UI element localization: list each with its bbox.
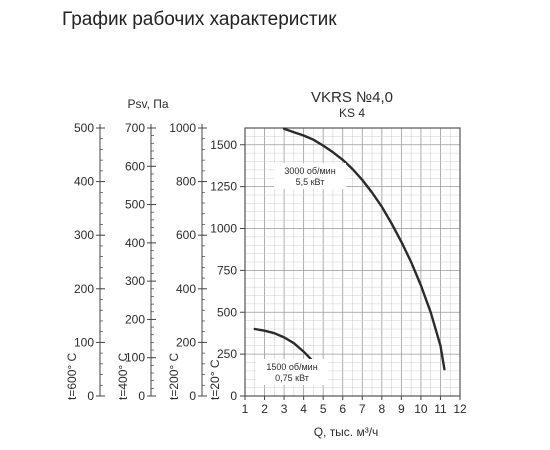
aux-axis-tick-label: 0 [138,389,145,403]
x-axis-tick-label: 1 [242,402,249,416]
x-axis-tick-label: 9 [398,402,405,416]
aux-axis-tick-label: 600 [176,228,196,242]
plot-frame [244,127,461,397]
aux-axis-tick-label: 100 [74,335,94,349]
main-axis-label: t=20° C [208,359,222,400]
aux-axis-tick-label: 300 [74,228,94,242]
y-axis-label: Psv, Па [127,97,168,111]
x-axis-tick-label: 11 [434,402,447,416]
series-label-background [274,163,346,189]
series-line-0 [282,127,446,371]
series-label-rpm: 3000 об/мин [284,166,335,176]
aux-axis-tick-label: 0 [189,389,196,403]
x-axis: 1 2 3 4 5 6 7 8 9 10 11 12 [242,396,467,416]
series-label-rpm: 1500 об/мин [266,362,317,372]
aux-axis-tick-label: 200 [125,312,145,326]
aux-axis-tick-label: 200 [176,335,196,349]
x-axis-tick-label: 6 [339,402,346,416]
x-axis-tick-label: 4 [300,402,307,416]
aux-axis-tick-label: 500 [125,198,145,212]
aux-axis-tick-label: 100 [125,351,145,365]
aux-axis-tick-label: 200 [74,282,94,296]
main-axis-tick-label: 1250 [210,180,237,194]
aux-axis-tick-label: 800 [176,175,196,189]
main-axis-tick-label: 500 [217,305,237,319]
aux-axis-tick-label: 400 [176,282,196,296]
series-label-power: 0,75 кВт [275,373,309,383]
chart-title: VKRS №4,0 [311,89,393,106]
main-axis-tick-label: 1500 [210,138,237,152]
x-axis-tick-label: 12 [453,402,467,416]
x-axis-tick-label: 8 [378,402,385,416]
x-axis-tick-label: 2 [261,402,268,416]
x-axis-tick-label: 5 [320,402,327,416]
aux-axis-label: t=600° C [65,353,79,400]
main-axis-tick-label: 250 [217,347,237,361]
main-y-axis: 0 250 500 750 1000 1250 1500 t=20° C [208,138,245,403]
main-axis-tick-label: 1000 [210,222,237,236]
chart-subtitle: KS 4 [339,106,365,120]
x-axis-tick-label: 7 [359,402,366,416]
main-axis-tick-label: 0 [230,389,237,403]
aux-axes: 0 100 200 300 400 500 t=600° C 0 100 200 300 400 500… [65,121,207,403]
aux-axis-tick-label: 400 [125,236,145,250]
series-label-power: 5,5 кВт [296,177,325,187]
series-label-background [256,359,328,385]
aux-axis-label: t=200° C [167,353,181,400]
aux-axis-tick-label: 1000 [169,121,196,135]
aux-axis-tick-label: 500 [74,121,94,135]
x-axis-tick-label: 3 [281,402,288,416]
aux-axis-tick-label: 300 [125,274,145,288]
aux-axis-tick-label: 0 [87,389,94,403]
page-title: График рабочих характеристик [62,9,337,30]
main-axis-tick-label: 750 [217,263,237,277]
aux-axis-tick-label: 700 [125,121,145,135]
aux-axis-tick-label: 600 [125,159,145,173]
x-axis-tick-label: 10 [414,402,428,416]
aux-axis-tick-label: 400 [74,175,94,189]
aux-axis-label: t=400° C [116,353,130,400]
x-axis-label: Q, тыс. м³/ч [314,425,379,439]
grid [244,127,461,397]
